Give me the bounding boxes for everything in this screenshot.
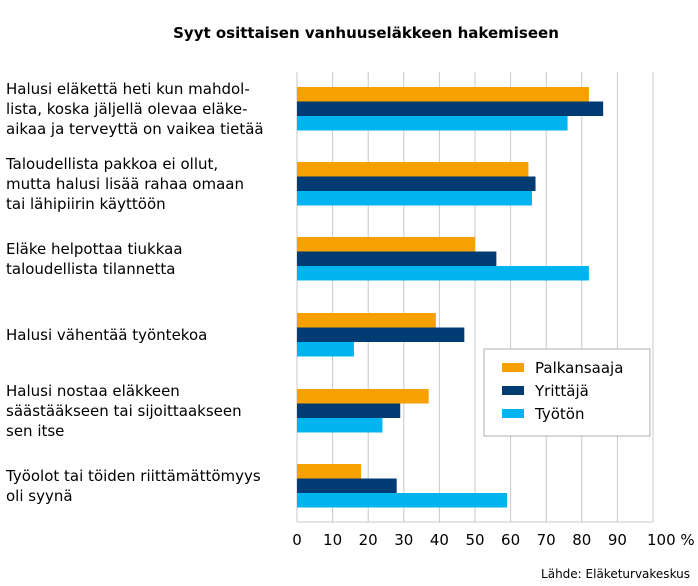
chart-title: Syyt osittaisen vanhuuseläkkeen hakemise… [173,24,559,42]
legend-label: Yrittäjä [534,382,589,400]
category-label: Taloudellista pakkoa ei ollut, mutta halu… [5,155,244,213]
legend-label: Palkansaaja [535,359,623,377]
category-label-line: Halusi nostaa eläkkeen [6,382,180,400]
bar-palkansaaja [297,87,589,102]
legend: Palkansaaja Yrittäjä Työtön [483,348,651,437]
x-tick-label: 80 [572,531,591,549]
x-tick-label: 20 [359,531,378,549]
category-label-line: oli syynä [6,487,73,505]
category-label-line: Taloudellista pakkoa ei ollut, [5,155,218,173]
grid [296,72,654,523]
category-label-line: Työolot tai töiden riittämättömyys [5,467,261,485]
bar-palkansaaja [297,162,529,177]
bar-työtön [297,418,383,433]
x-axis-ticks: 0 10 20 30 40 50 60 70 80 90 100 % [292,531,694,549]
x-tick-label: 70 [537,531,556,549]
category-label: Työolot tai töiden riittämättömyys oli sy… [5,467,261,505]
bar-yrittäjä [297,327,465,342]
bar-yrittäjä [297,251,497,266]
source-note: Lähde: Eläketurvakeskus [541,567,690,581]
category-label-line: säästääkseen tai sijoittaakseen [6,402,242,420]
bar-työtön [297,116,568,131]
bar-palkansaaja [297,313,436,328]
x-tick-label: 40 [430,531,449,549]
legend-swatch [502,409,524,418]
bar-palkansaaja [297,389,429,404]
category-label: Halusi vähentää työntekoa [6,326,207,344]
category-label-line: Eläke helpottaa tiukkaa [6,240,183,258]
bar-yrittäjä [297,403,401,418]
category-label-line: Halusi vähentää työntekoa [6,326,207,344]
x-tick-label: 60 [501,531,520,549]
x-tick-label: 50 [465,531,484,549]
bar-yrittäjä [297,478,397,493]
bar-yrittäjä [297,176,536,191]
category-label-line: sen itse [6,422,64,440]
bar-työtön [297,191,532,206]
bar-palkansaaja [297,237,475,252]
category-label: Halusi eläkettä heti kun mahdol-lista, k… [6,80,264,138]
x-tick-label: 10 [323,531,342,549]
category-labels: Halusi eläkettä heti kun mahdol-lista, k… [5,80,264,505]
category-label: Halusi nostaa eläkkeen säästääkseen tai s… [6,382,242,440]
bar-yrittäjä [297,101,604,116]
x-tick-label: 30 [394,531,413,549]
legend-swatch [502,363,524,372]
category-label-line: Halusi eläkettä heti kun mahdol- [6,80,250,98]
category-label-line: tai lähipiirin käyttöön [6,195,166,213]
category-label-line: lista, koska jäljellä olevaa eläke- [6,100,248,118]
bars [297,87,604,508]
x-tick-label: 0 [292,531,302,549]
category-label-line: taloudellista tilannetta [6,260,175,278]
category-label-line: aikaa ja terveyttä on vaikea tietää [6,120,264,138]
category-label: Eläke helpottaa tiukkaa taloudellista til… [6,240,183,278]
bar-työtön [297,266,589,281]
category-label-line: mutta halusi lisää rahaa omaan [6,175,244,193]
x-tick-label: 100 % [647,531,695,549]
x-tick-label: 90 [608,531,627,549]
legend-swatch [502,386,524,395]
bar-palkansaaja [297,464,362,479]
bar-työtön [297,493,508,508]
bar-työtön [297,342,354,357]
legend-label: Työtön [534,405,584,423]
